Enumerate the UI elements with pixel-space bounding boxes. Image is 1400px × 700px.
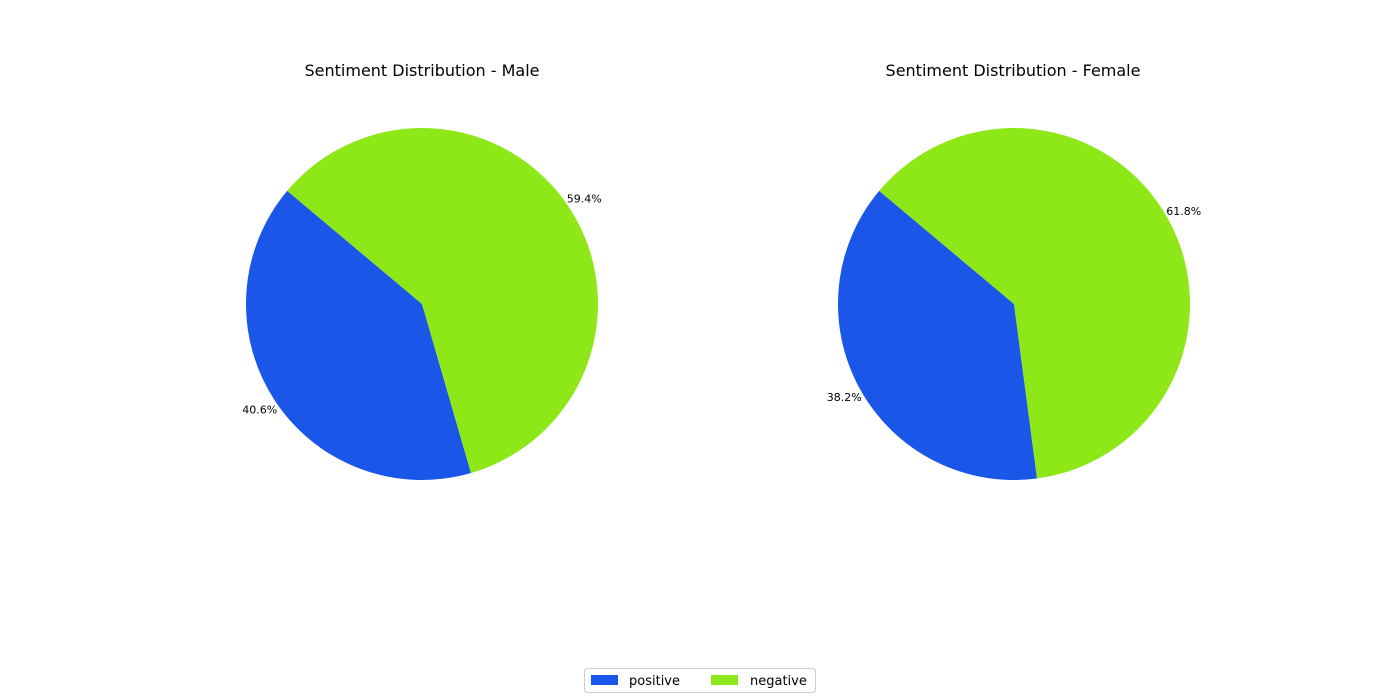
- legend-swatch-negative: [711, 675, 738, 685]
- legend-frame: [584, 668, 816, 693]
- pie-slice-female-positive: [838, 190, 1038, 480]
- pie-chart-male: Sentiment Distribution - Male 40.6% 59.4%: [242, 61, 602, 481]
- chart-title-male: Sentiment Distribution - Male: [305, 61, 540, 80]
- pie-label-male-positive: 40.6%: [242, 404, 277, 417]
- legend-swatch-positive: [591, 675, 618, 685]
- legend-label-negative: negative: [750, 674, 807, 689]
- legend: positive negative: [584, 668, 816, 693]
- pie-slice-male-negative: [287, 128, 598, 474]
- pie-label-male-negative: 59.4%: [567, 192, 602, 205]
- pie-chart-female: Sentiment Distribution - Female 38.2% 61.…: [827, 61, 1201, 480]
- pie-labels-male: 40.6% 59.4%: [242, 192, 601, 416]
- pie-slice-female-negative: [879, 128, 1190, 479]
- pie-slices-male: [245, 128, 598, 481]
- pie-label-female-positive: 38.2%: [827, 391, 862, 404]
- legend-label-positive: positive: [629, 674, 680, 689]
- pie-slice-male-positive: [245, 190, 471, 481]
- pie-label-female-negative: 61.8%: [1166, 205, 1201, 218]
- chart-title-female: Sentiment Distribution - Female: [886, 61, 1141, 80]
- pie-slices-female: [838, 128, 1190, 480]
- pie-labels-female: 38.2% 61.8%: [827, 205, 1201, 404]
